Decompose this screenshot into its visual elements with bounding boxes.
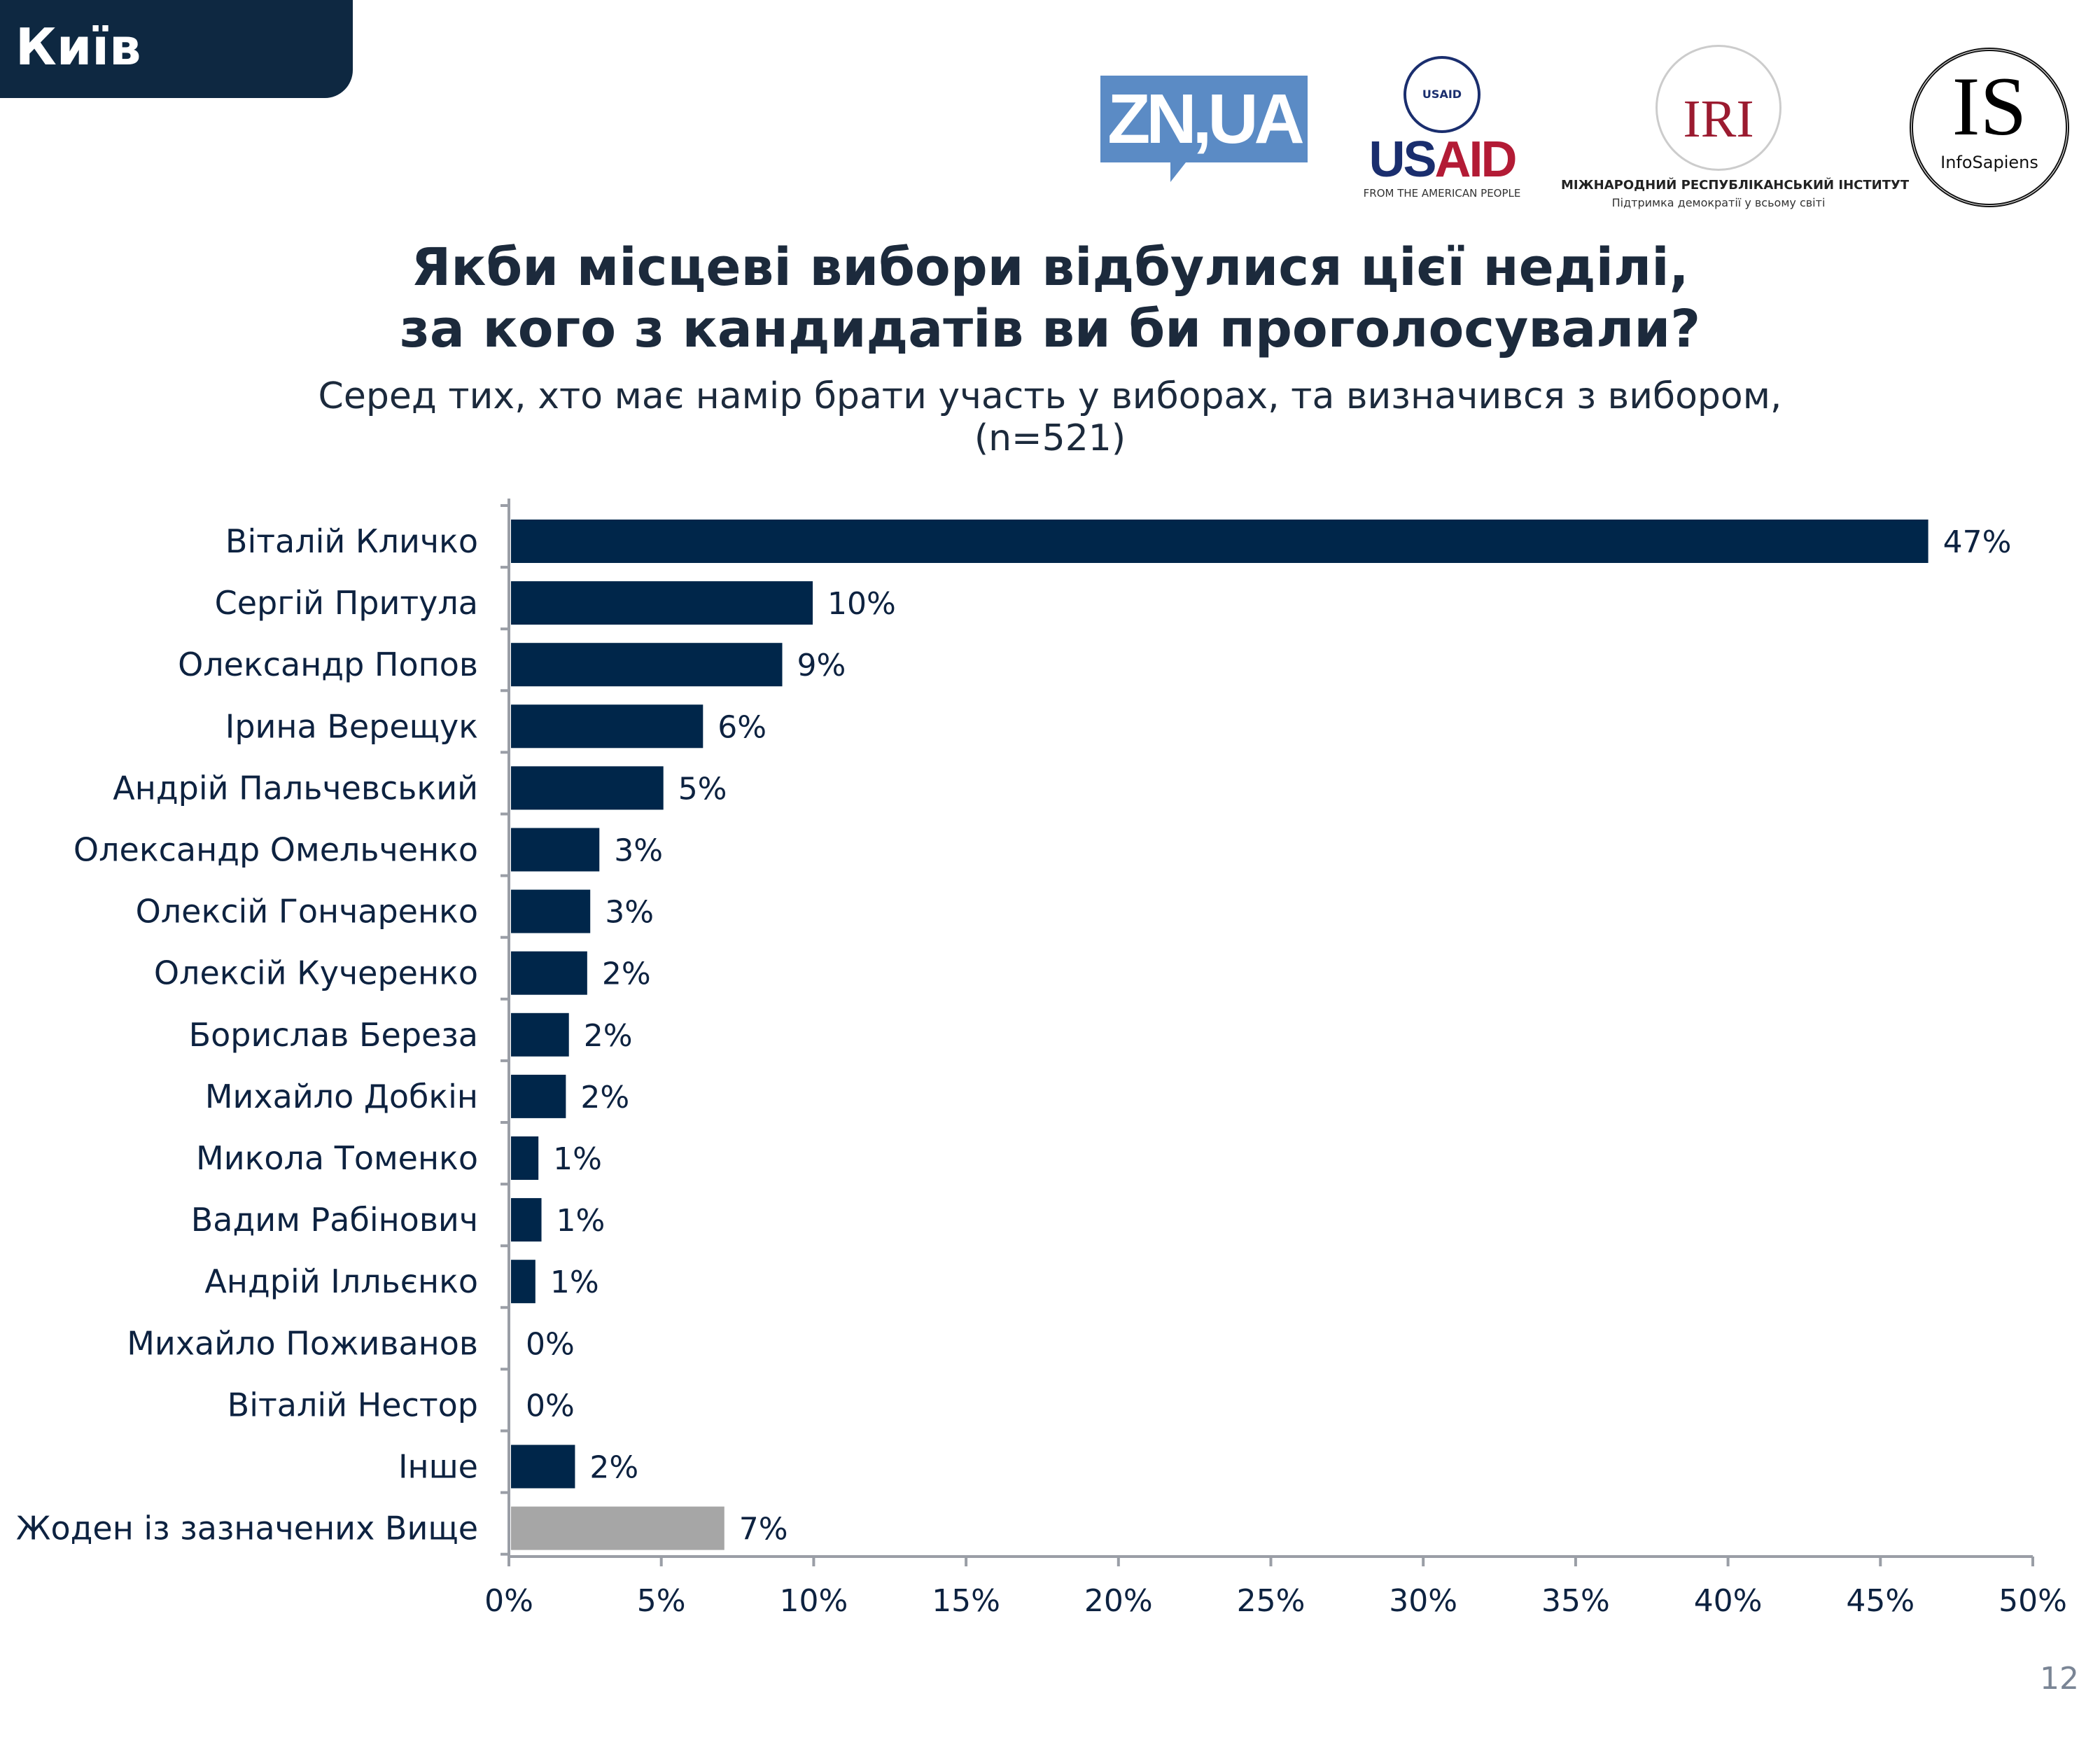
chart-subtitle: Серед тих, хто має намір брати участь у …	[0, 375, 2100, 459]
data-label: 3%	[614, 833, 663, 869]
category-label: Олексій Кучеренко	[154, 954, 478, 992]
data-label: 5%	[678, 771, 727, 807]
data-label: 2%	[602, 956, 651, 992]
infosapiens-mark: IS	[1952, 60, 2027, 153]
category-label: Андрій Пальчевський	[113, 769, 478, 807]
bar	[511, 1445, 575, 1489]
data-label: 1%	[550, 1265, 599, 1300]
chart-sample-size: (n=521)	[974, 417, 1126, 459]
data-label: 1%	[553, 1141, 602, 1177]
bar	[511, 1136, 539, 1180]
category-label: Михайло Поживанов	[127, 1324, 478, 1362]
x-tick-label: 0%	[484, 1583, 533, 1619]
region-tab: Київ	[0, 0, 353, 98]
zn-ua-logo: ZN,UA	[1100, 76, 1308, 182]
x-tick-label: 30%	[1389, 1583, 1457, 1619]
data-label: 9%	[797, 648, 846, 683]
category-label: Андрій Ілльєнко	[204, 1262, 478, 1300]
chart-title-line: за кого з кандидатів ви би проголосували…	[399, 299, 1701, 359]
chart-title-line: Якби місцеві вибори відбулися цієї неділ…	[411, 237, 1689, 298]
bar	[511, 1506, 724, 1550]
bar	[511, 520, 1928, 563]
bar	[511, 889, 591, 933]
x-tick-label: 15%	[932, 1583, 1000, 1619]
bar	[511, 704, 704, 749]
bar	[511, 951, 587, 995]
usaid-seal-icon: USAID	[1404, 56, 1480, 133]
data-label: 0%	[526, 1388, 575, 1424]
data-label: 2%	[584, 1018, 633, 1054]
category-label: Вадим Рабінович	[191, 1201, 478, 1239]
data-label: 47%	[1943, 524, 2012, 560]
page-number: 12	[2040, 1661, 2079, 1697]
iri-logo: IRI МІЖНАРОДНИЙ РЕСПУБЛІКАНСЬКИЙ ІНСТИТУ…	[1561, 45, 1910, 213]
category-label: Віталій Нестор	[227, 1386, 478, 1424]
globe-icon: IRI	[1656, 45, 1782, 171]
x-tick-label: 20%	[1084, 1583, 1153, 1619]
bar	[511, 1198, 542, 1242]
category-label: Олексій Гончаренко	[136, 893, 478, 931]
category-label: Микола Томенко	[196, 1139, 478, 1177]
x-tick-label: 45%	[1846, 1583, 1914, 1619]
iri-tagline: Підтримка демократії у всьому світі	[1611, 196, 1826, 209]
x-tick-label: 50%	[1998, 1583, 2067, 1619]
infosapiens-name: InfoSapiens	[1940, 153, 2038, 172]
chart-subtitle-line: Серед тих, хто має намір брати участь у …	[318, 375, 1782, 417]
category-label: Олександр Попов	[178, 646, 478, 683]
usaid-tagline: FROM THE AMERICAN PEOPLE	[1363, 187, 1521, 200]
iri-mark: IRI	[1683, 90, 1754, 148]
category-label: Михайло Добкін	[205, 1078, 478, 1115]
x-tick-label: 35%	[1541, 1583, 1610, 1619]
iri-name: МІЖНАРОДНИЙ РЕСПУБЛІКАНСЬКИЙ ІНСТИТУТ	[1561, 178, 1910, 193]
bar	[511, 581, 813, 625]
bar	[511, 828, 600, 872]
category-label: Борислав Береза	[189, 1016, 478, 1054]
data-label: 10%	[827, 586, 896, 622]
category-label: Інше	[398, 1448, 478, 1486]
bar	[511, 1074, 566, 1118]
chart-title: Якби місцеві вибори відбулися цієї неділ…	[0, 237, 2100, 360]
usaid-aid: AID	[1434, 132, 1518, 188]
data-label: 2%	[580, 1080, 629, 1115]
x-tick-label: 25%	[1237, 1583, 1306, 1619]
usaid-us: US	[1368, 132, 1436, 188]
bar	[511, 1260, 536, 1304]
x-tick-label: 10%	[780, 1583, 848, 1619]
bar	[511, 1012, 569, 1057]
data-label: 6%	[718, 709, 766, 745]
x-tick-label: 40%	[1694, 1583, 1763, 1619]
data-label: 0%	[526, 1326, 575, 1362]
category-label: Жоден із зазначених Вище	[16, 1510, 478, 1547]
usaid-logo: USAID USAID FROM THE AMERICAN PEOPLE	[1351, 56, 1533, 207]
category-label: Сергій Притула	[215, 584, 478, 622]
bar	[511, 766, 664, 810]
data-label: 3%	[605, 895, 654, 931]
data-label: 2%	[589, 1450, 638, 1486]
data-label: 1%	[556, 1203, 606, 1239]
bar	[511, 643, 783, 687]
data-label: 7%	[739, 1512, 788, 1547]
category-label: Віталій Кличко	[225, 522, 478, 560]
category-label: Ірина Верещук	[225, 707, 478, 745]
category-label: Олександр Омельченко	[74, 831, 478, 869]
x-tick-label: 5%	[637, 1583, 686, 1619]
infosapiens-logo: IS InfoSapiens	[1910, 48, 2069, 207]
